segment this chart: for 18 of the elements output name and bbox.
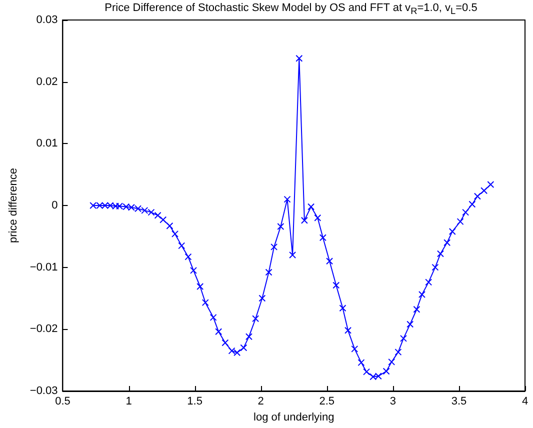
y-tick-label: 0.03 (36, 14, 58, 26)
x-tick-label: 4 (522, 396, 528, 408)
x-axis-title: log of underlying (254, 412, 334, 424)
y-tick-label: 0 (52, 200, 58, 212)
y-tick-label: −0.03 (30, 385, 58, 397)
y-tick-label: −0.01 (30, 261, 58, 274)
x-tick-label: 3 (390, 396, 396, 408)
x-tick-label: 3.5 (451, 396, 467, 408)
y-tick-label: −0.02 (30, 323, 58, 336)
y-tick-label: 0.01 (36, 138, 58, 150)
chart-title: Price Difference of Stochastic Skew Model by OS and FFT at v$_{R}$=1.0, v$_{L}$=0.5 (104, 2, 478, 16)
x-tick-label: 0.5 (55, 396, 70, 408)
x-tick-label: 1.5 (187, 396, 202, 408)
x-tick-label: 2.5 (319, 396, 335, 408)
x-tick-label: 1 (126, 396, 132, 408)
y-tick-label: 0.02 (36, 76, 58, 88)
y-axis-title: price difference (8, 168, 20, 244)
x-tick-label: 2 (258, 396, 264, 408)
